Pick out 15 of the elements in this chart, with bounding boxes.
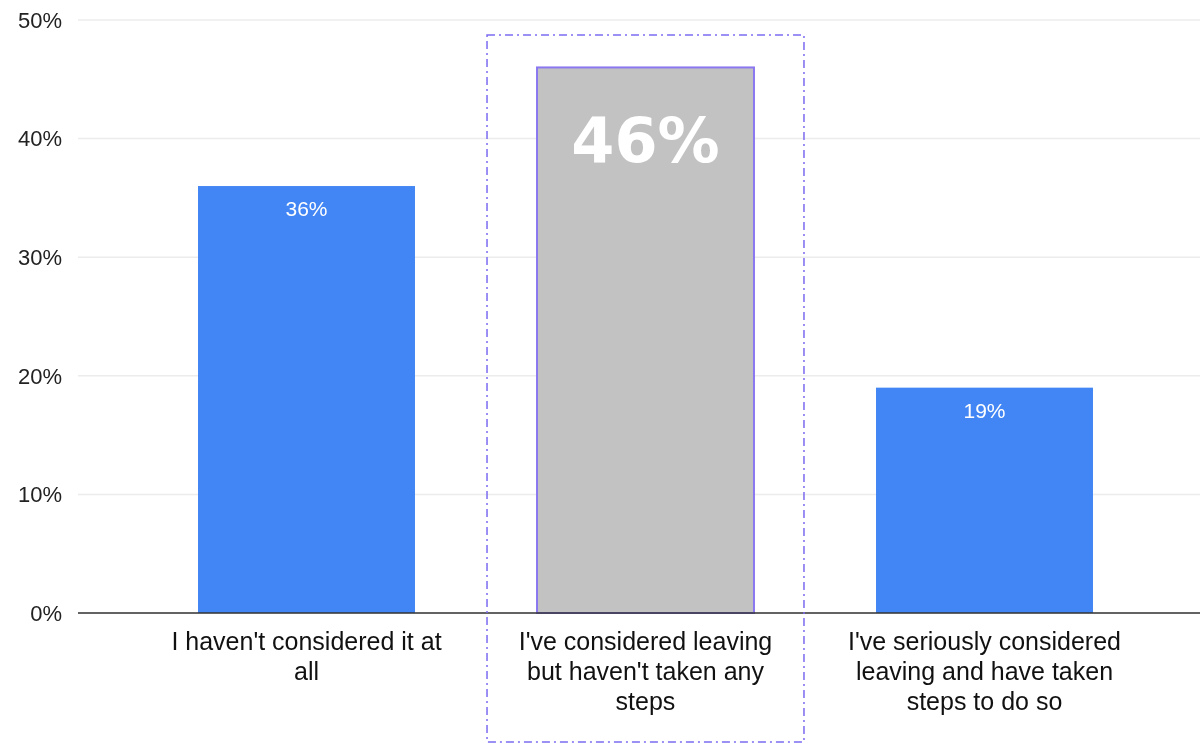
y-tick-label: 10% (17, 482, 62, 508)
x-tick-label: I haven't considered it at all (171, 627, 442, 685)
bar (876, 387, 1093, 613)
bar (198, 186, 415, 613)
data-label: 36% (285, 197, 328, 221)
y-tick-label: 50% (17, 7, 62, 33)
bar (536, 66, 755, 614)
x-tick-label: I've considered leaving but haven't taken any steps (518, 627, 773, 715)
data-label: 46% (571, 104, 720, 178)
x-tick-label: I've seriously considered leaving and have taken steps to do so (848, 627, 1121, 715)
y-tick-label: 0% (30, 600, 62, 626)
data-label: 19% (963, 398, 1006, 422)
y-tick-label: 40% (17, 126, 62, 152)
y-tick-label: 30% (17, 244, 62, 270)
y-tick-label: 20% (17, 363, 62, 389)
